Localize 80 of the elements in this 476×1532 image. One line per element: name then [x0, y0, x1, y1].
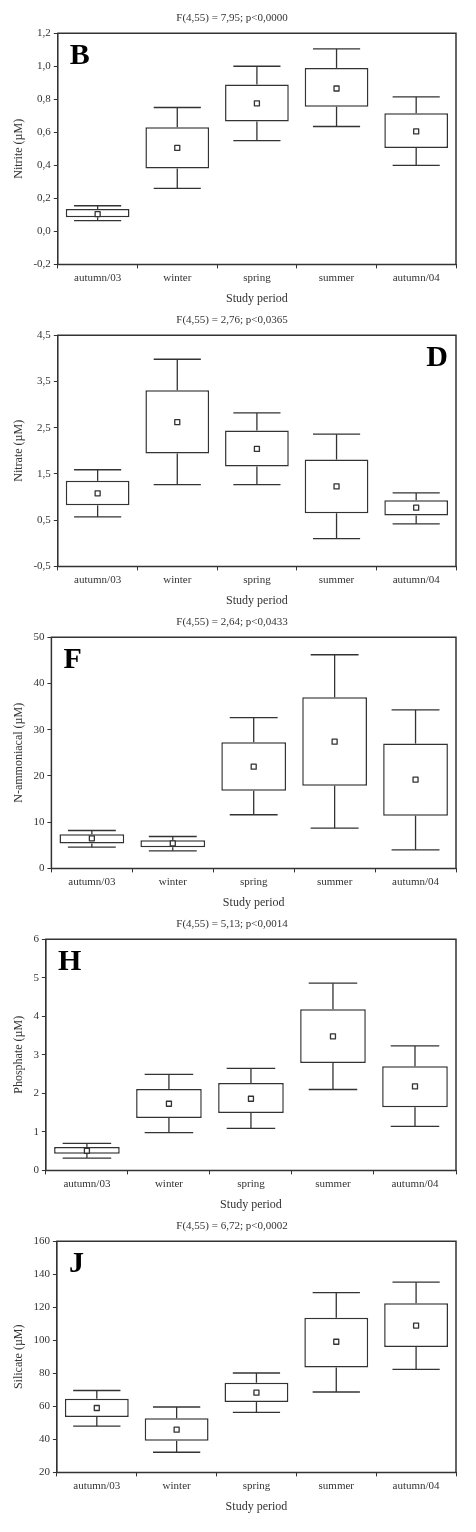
x-tick-label: summer [318, 1478, 355, 1491]
y-tick-label: 2,5 [37, 420, 52, 433]
chart-title: F(4,55) = 2,64; p<0,0433 [176, 615, 289, 629]
x-tick-label: autumn/03 [74, 572, 122, 585]
x-tick-label: autumn/03 [74, 270, 122, 283]
x-tick-label: autumn/04 [391, 1176, 440, 1189]
x-tick-label: winter [154, 1176, 184, 1189]
x-tick-label: summer [318, 270, 355, 283]
y-axis-title: Nitrate (µM) [11, 419, 26, 482]
y-axis-title: N-ammoniacal (µM) [11, 702, 26, 803]
annotation: B [69, 36, 90, 70]
y-axis-title: Silicate (µM) [11, 1324, 26, 1390]
x-axis-title: Study period [220, 1196, 282, 1211]
x-tick-label: autumn/04 [392, 270, 441, 283]
y-tick-label: 30 [33, 722, 45, 735]
annotation: J [68, 1244, 84, 1278]
y-axis-title: Phosphate (µM) [11, 1015, 26, 1094]
y-tick-label: -0,5 [33, 559, 52, 572]
y-tick-label: 120 [33, 1300, 51, 1313]
y-tick-label: 10 [33, 815, 45, 828]
y-tick-label: 6 [33, 932, 40, 945]
annotation: F [63, 640, 82, 674]
x-axis-title: Study period [225, 1498, 288, 1513]
x-tick-label: summer [316, 874, 353, 887]
x-tick-label: autumn/03 [68, 874, 116, 887]
y-tick-label: 4 [33, 1009, 40, 1022]
chart-title: F(4,55) = 7,95; p<0,0000 [176, 11, 289, 25]
y-tick-label: 0,4 [37, 158, 52, 171]
y-tick-label: 1 [33, 1124, 39, 1137]
y-tick-label: 140 [33, 1267, 51, 1280]
y-tick-label: 80 [38, 1366, 51, 1379]
y-tick-label: 0,5 [37, 513, 52, 526]
x-tick-label: spring [239, 874, 268, 887]
y-tick-label: 20 [38, 1465, 51, 1478]
y-tick-label: 160 [33, 1234, 51, 1247]
x-tick-label: winter [162, 1478, 192, 1491]
y-tick-label: 0,2 [37, 191, 51, 204]
x-tick-label: summer [315, 1176, 352, 1189]
y-tick-label: 100 [33, 1333, 51, 1346]
x-tick-label: autumn/04 [392, 1478, 441, 1491]
y-tick-label: 20 [33, 768, 45, 781]
x-tick-label: spring [243, 270, 272, 283]
x-tick-label: winter [158, 874, 188, 887]
y-tick-label: 0 [38, 861, 45, 874]
y-tick-label: 0 [33, 1163, 40, 1176]
y-tick-label: 60 [38, 1399, 51, 1412]
x-tick-label: autumn/03 [73, 1478, 121, 1491]
chart-title: F(4,55) = 2,76; p<0,0365 [176, 313, 289, 327]
y-tick-label: 4,5 [37, 328, 52, 341]
x-tick-label: summer [318, 572, 355, 585]
x-axis-title: Study period [222, 894, 285, 909]
annotation: D [426, 338, 448, 372]
x-tick-label: spring [242, 1478, 271, 1491]
x-axis-title: Study period [226, 290, 288, 305]
y-tick-label: 2 [33, 1086, 39, 1099]
y-axis-title: Nitrite (µM) [11, 118, 26, 179]
x-tick-label: autumn/04 [392, 874, 440, 887]
y-tick-label: 40 [33, 676, 45, 689]
x-tick-label: spring [243, 572, 272, 585]
y-tick-label: 3 [33, 1047, 40, 1060]
y-tick-label: -0,2 [33, 257, 51, 270]
y-tick-label: 1,2 [37, 26, 51, 39]
chart-title: F(4,55) = 5,13; p<0,0014 [176, 917, 289, 931]
x-tick-label: winter [163, 270, 192, 283]
y-tick-label: 3,5 [37, 374, 52, 387]
y-tick-label: 40 [38, 1432, 51, 1445]
y-tick-label: 1,0 [37, 59, 52, 72]
y-tick-label: 5 [33, 970, 40, 983]
x-axis-title: Study period [226, 592, 288, 607]
y-tick-label: 50 [33, 630, 45, 643]
chart-title: F(4,55) = 6,72; p<0,0002 [176, 1219, 288, 1233]
x-tick-label: winter [163, 572, 192, 585]
y-tick-label: 1,5 [37, 466, 52, 479]
x-tick-label: autumn/04 [392, 572, 441, 585]
x-tick-label: autumn/03 [63, 1176, 111, 1189]
y-tick-label: 0,8 [37, 92, 52, 105]
y-tick-label: 0,0 [37, 224, 52, 237]
y-tick-label: 0,6 [37, 125, 52, 138]
annotation: H [57, 942, 82, 976]
x-tick-label: spring [237, 1176, 266, 1189]
